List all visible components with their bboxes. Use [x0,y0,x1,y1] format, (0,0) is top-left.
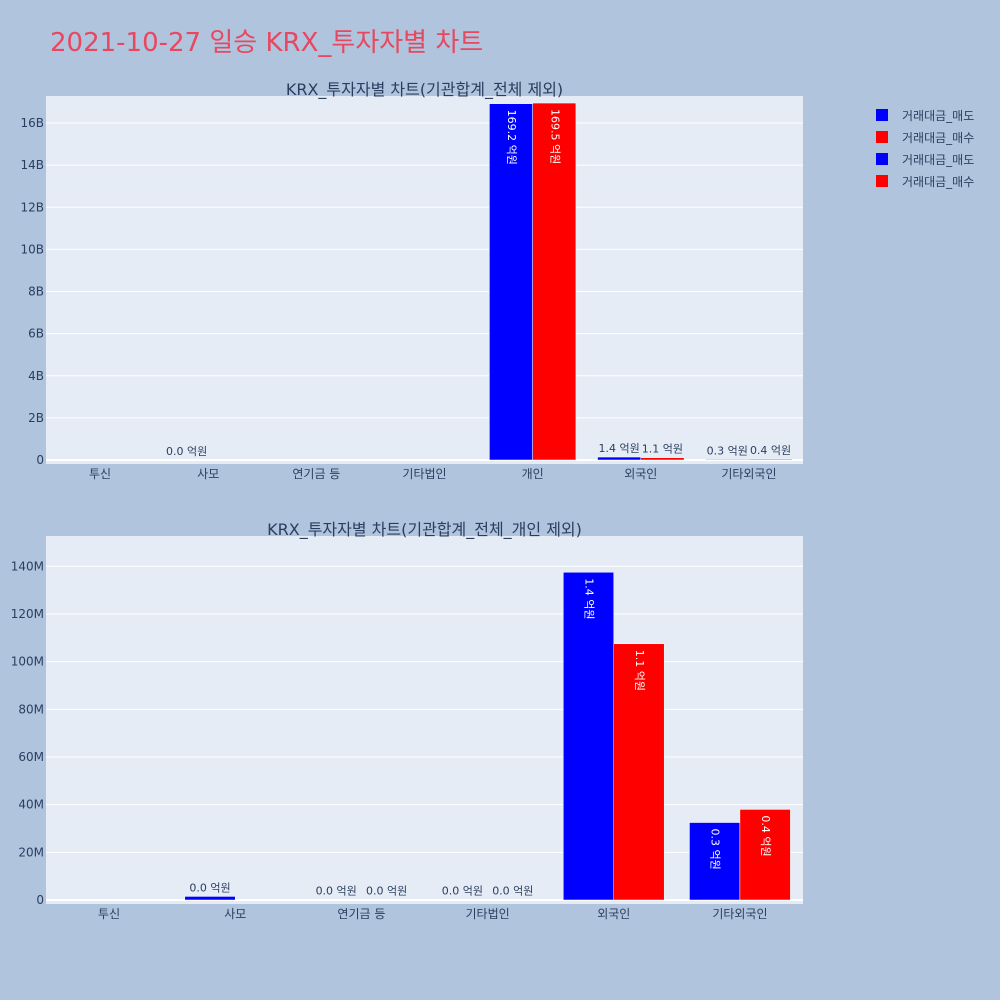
x-tick-label: 기타외국인 [712,907,767,921]
x-tick-label: 사모 [197,467,219,481]
y-tick-label: 20M [18,845,44,859]
x-tick-label: 기타법인 [465,907,509,921]
legend-label: 거래대금_매도 [902,108,975,123]
data-label: 0.0 억원 [316,885,357,898]
bar [597,456,642,461]
bar [563,572,614,901]
x-tick-label: 연기금 등 [337,907,385,921]
data-label: 0.4 억원 [750,444,791,457]
y-tick-label: 2B [28,411,44,425]
data-label: 0.0 억원 [492,885,533,898]
y-tick-label: 4B [28,369,44,383]
x-tick-label: 기타법인 [402,467,446,481]
data-label: 0.3 억원 [709,829,722,870]
data-label: 0.3 억원 [707,444,748,457]
data-label: 169.5 억원 [548,109,561,164]
bar [705,459,750,461]
legend-item[interactable]: 거래대금_매도 [870,104,974,126]
data-label: 0.4 억원 [759,815,772,856]
y-tick-label: 10B [20,242,44,256]
bar [184,896,236,901]
y-tick-label: 140M [11,559,44,573]
bar [748,458,793,461]
data-label: 169.2 억원 [505,110,518,165]
data-label: 1.1 억원 [633,650,646,691]
y-tick-label: 14B [20,158,44,172]
bar [532,102,577,461]
legend-swatch [876,109,888,121]
plot-area [46,96,803,464]
legend-item[interactable]: 거래대금_매수 [870,170,974,192]
legend-swatch [876,153,888,165]
chart-title: KRX_투자자별 차트(기관합계_전체 제외) [286,80,563,100]
legend-swatch [876,175,888,187]
x-tick-label: 사모 [224,907,246,921]
y-tick-label: 16B [20,116,44,130]
legend-item[interactable]: 거래대금_매도 [870,148,974,170]
bar [689,822,741,901]
data-label: 0.0 억원 [366,885,407,898]
y-tick-label: 40M [18,798,44,812]
bar [739,809,791,901]
page-title: 2021-10-27 일승 KRX_투자자별 차트 [50,28,484,58]
x-tick-label: 투신 [89,467,111,481]
y-tick-label: 8B [28,285,44,299]
y-tick-label: 60M [18,750,44,764]
legend: 거래대금_매도 거래대금_매수 거래대금_매도 거래대금_매수 [870,104,974,192]
legend-label: 거래대금_매도 [902,152,975,167]
legend-item[interactable]: 거래대금_매수 [870,126,974,148]
y-tick-label: 100M [11,655,44,669]
data-label: 1.1 억원 [642,443,683,456]
legend-swatch [876,131,888,143]
y-tick-label: 80M [18,702,44,716]
y-tick-label: 6B [28,327,44,341]
legend-label: 거래대금_매수 [902,130,975,145]
y-tick-label: 12B [20,200,44,214]
chart-title: KRX_투자자별 차트(기관합계_전체_개인 제외) [267,520,582,540]
data-label: 0.0 억원 [442,885,483,898]
y-tick-label: 120M [11,607,44,621]
x-tick-label: 투신 [98,907,120,921]
data-label: 1.4 억원 [599,442,640,455]
legend-label: 거래대금_매수 [902,174,975,189]
data-label: 0.0 억원 [189,881,230,894]
x-tick-label: 외국인 [624,467,657,481]
plot-area [46,536,803,904]
data-label: 0.0 억원 [166,445,207,458]
bar [613,643,665,901]
y-tick-label: 0 [36,453,44,467]
x-tick-label: 기타외국인 [721,467,776,481]
x-tick-label: 외국인 [597,907,630,921]
x-tick-label: 연기금 등 [292,467,340,481]
bar [640,457,685,461]
y-tick-label: 0 [36,893,44,907]
x-tick-label: 개인 [522,467,544,481]
data-label: 1.4 억원 [583,578,596,619]
